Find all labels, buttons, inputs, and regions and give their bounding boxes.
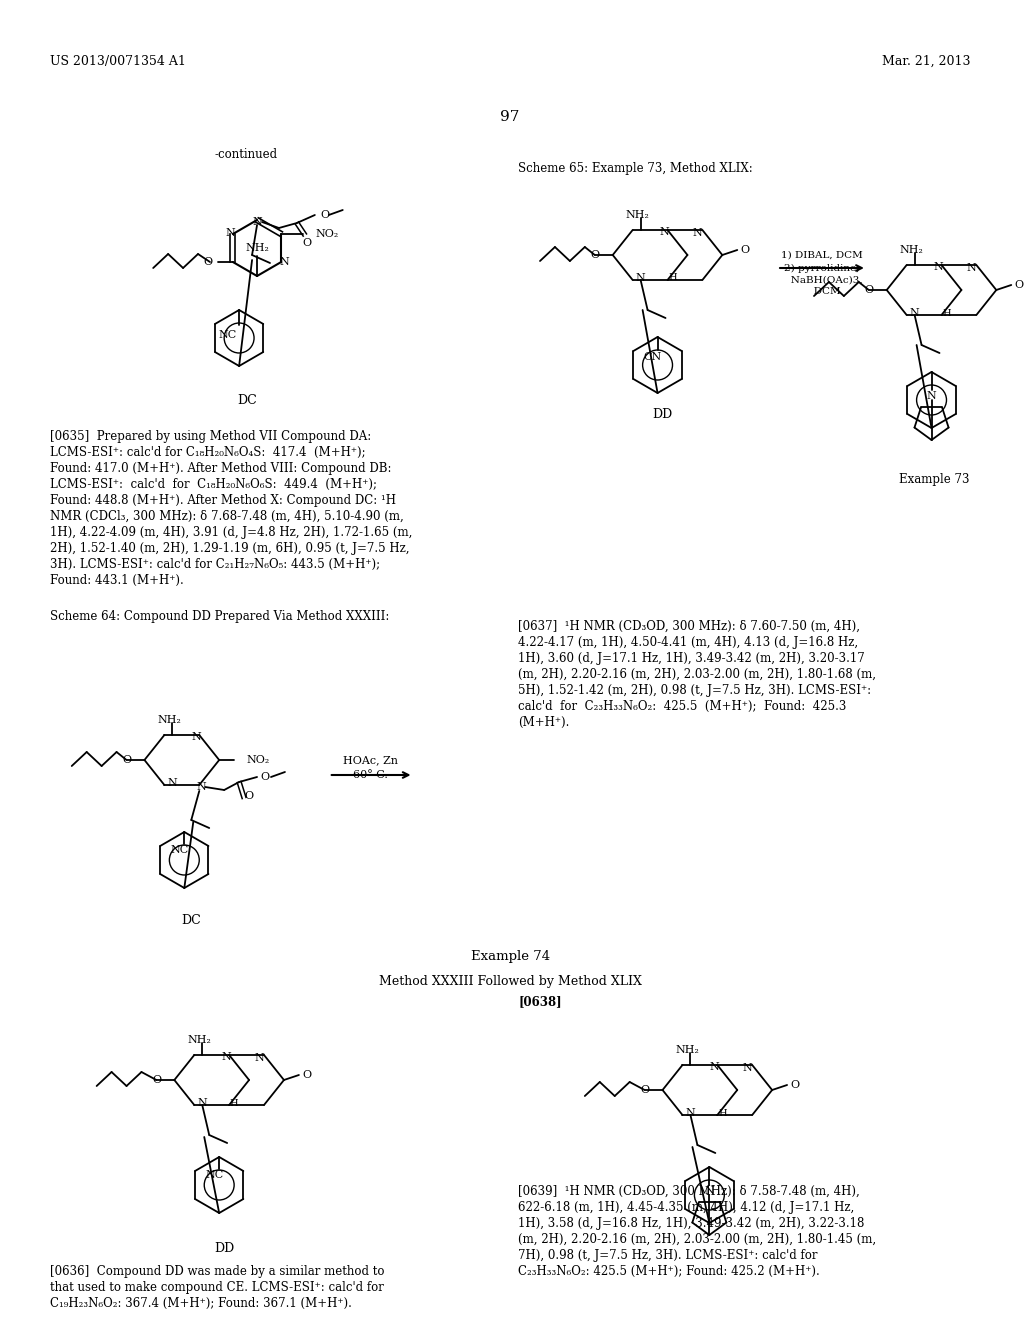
Text: [0635]  Prepared by using Method VII Compound DA:: [0635] Prepared by using Method VII Comp… [50, 430, 371, 444]
Text: H: H [718, 1109, 727, 1118]
Text: 1H), 4.22-4.09 (m, 4H), 3.91 (d, J=4.8 Hz, 2H), 1.72-1.65 (m,: 1H), 4.22-4.09 (m, 4H), 3.91 (d, J=4.8 H… [50, 525, 413, 539]
Text: N: N [934, 261, 943, 272]
Text: LCMS-ESI⁺: calc'd for C₁₈H₂₀N₆O₄S:  417.4  (M+H⁺);: LCMS-ESI⁺: calc'd for C₁₈H₂₀N₆O₄S: 417.4… [50, 446, 366, 459]
Text: H: H [669, 273, 677, 282]
Text: H: H [942, 309, 951, 318]
Text: [0639]  ¹H NMR (CD₃OD, 300 MHz): δ 7.58-7.48 (m, 4H),: [0639] ¹H NMR (CD₃OD, 300 MHz): δ 7.58-7… [518, 1185, 860, 1199]
Text: [0638]: [0638] [518, 995, 562, 1008]
Text: Example 73: Example 73 [899, 474, 970, 487]
Text: N: N [659, 227, 670, 238]
Text: N: N [909, 308, 920, 318]
Text: calc'd  for  C₂₃H₃₃N₆O₂:  425.5  (M+H⁺);  Found:  425.3: calc'd for C₂₃H₃₃N₆O₂: 425.5 (M+H⁺); Fou… [518, 700, 847, 713]
Text: CN: CN [643, 352, 662, 362]
Text: N: N [191, 733, 201, 742]
Text: 5H), 1.52-1.42 (m, 2H), 0.98 (t, J=7.5 Hz, 3H). LCMS-ESI⁺:: 5H), 1.52-1.42 (m, 2H), 0.98 (t, J=7.5 H… [518, 684, 871, 697]
Text: LCMS-ESI⁺:  calc'd  for  C₁₈H₂₀N₆O₆S:  449.4  (M+H⁺);: LCMS-ESI⁺: calc'd for C₁₈H₂₀N₆O₆S: 449.4… [50, 478, 377, 491]
Text: O: O [302, 1071, 311, 1080]
Text: [0637]  ¹H NMR (CD₃OD, 300 MHz): δ 7.60-7.50 (m, 4H),: [0637] ¹H NMR (CD₃OD, 300 MHz): δ 7.60-7… [518, 620, 860, 634]
Text: O: O [123, 755, 131, 766]
Text: N: N [705, 1185, 715, 1196]
Text: O: O [245, 791, 254, 801]
Text: O: O [791, 1080, 800, 1090]
Text: O: O [1015, 280, 1024, 290]
Text: O: O [321, 210, 330, 220]
Text: DCM: DCM [804, 288, 841, 297]
Text: Scheme 64: Compound DD Prepared Via Method XXXIII:: Scheme 64: Compound DD Prepared Via Meth… [50, 610, 389, 623]
Text: N: N [221, 1052, 231, 1063]
Text: 97: 97 [501, 110, 520, 124]
Text: N: N [254, 1053, 264, 1063]
Text: Mar. 21, 2013: Mar. 21, 2013 [882, 55, 971, 69]
Text: O: O [740, 246, 750, 255]
Text: N: N [225, 228, 234, 238]
Text: 1H), 3.60 (d, J=17.1 Hz, 1H), 3.49-3.42 (m, 2H), 3.20-3.17: 1H), 3.60 (d, J=17.1 Hz, 1H), 3.49-3.42 … [518, 652, 865, 665]
Text: N: N [252, 216, 262, 227]
Text: NO₂: NO₂ [315, 228, 338, 239]
Text: Example 74: Example 74 [471, 950, 550, 964]
Text: 3H). LCMS-ESI⁺: calc'd for C₂₁H₂₇N₆O₅: 443.5 (M+H⁺);: 3H). LCMS-ESI⁺: calc'd for C₂₁H₂₇N₆O₅: 4… [50, 558, 380, 572]
Text: O: O [640, 1085, 649, 1096]
Text: O: O [204, 257, 213, 267]
Text: NH₂: NH₂ [900, 246, 924, 255]
Text: NH₂: NH₂ [626, 210, 649, 220]
Text: 622-6.18 (m, 1H), 4.45-4.35 (m, 4H), 4.12 (d, J=17.1 Hz,: 622-6.18 (m, 1H), 4.45-4.35 (m, 4H), 4.1… [518, 1201, 854, 1214]
Text: NO₂: NO₂ [246, 755, 269, 766]
Text: O: O [864, 285, 873, 294]
Text: that used to make compound CE. LCMS-ESI⁺: calc'd for: that used to make compound CE. LCMS-ESI⁺… [50, 1280, 384, 1294]
Text: N: N [742, 1063, 752, 1073]
Text: N: N [168, 777, 177, 788]
Text: Found: 443.1 (M+H⁺).: Found: 443.1 (M+H⁺). [50, 574, 183, 587]
Text: Found: 448.8 (M+H⁺). After Method X: Compound DC: ¹H: Found: 448.8 (M+H⁺). After Method X: Com… [50, 494, 396, 507]
Text: DC: DC [181, 913, 201, 927]
Text: O: O [302, 238, 311, 248]
Text: (m, 2H), 2.20-2.16 (m, 2H), 2.03-2.00 (m, 2H), 1.80-1.45 (m,: (m, 2H), 2.20-2.16 (m, 2H), 2.03-2.00 (m… [518, 1233, 877, 1246]
Text: HOAc, Zn: HOAc, Zn [343, 755, 398, 766]
Text: DC: DC [238, 393, 257, 407]
Text: DD: DD [652, 408, 673, 421]
Text: NH₂: NH₂ [245, 243, 269, 253]
Text: NaBH(OAc)3,: NaBH(OAc)3, [781, 276, 863, 285]
Text: N: N [280, 257, 289, 267]
Text: C₂₃H₃₃N₆O₂: 425.5 (M+H⁺); Found: 425.2 (M+H⁺).: C₂₃H₃₃N₆O₂: 425.5 (M+H⁺); Found: 425.2 (… [518, 1265, 820, 1278]
Text: N: N [692, 228, 702, 238]
Text: 1H), 3.58 (d, J=16.8 Hz, 1H), 3.49-3.42 (m, 2H), 3.22-3.18: 1H), 3.58 (d, J=16.8 Hz, 1H), 3.49-3.42 … [518, 1217, 864, 1230]
Text: 1) DIBAL, DCM: 1) DIBAL, DCM [781, 251, 863, 260]
Text: (M+H⁺).: (M+H⁺). [518, 715, 569, 729]
Text: NH₂: NH₂ [676, 1045, 699, 1055]
Text: (m, 2H), 2.20-2.16 (m, 2H), 2.03-2.00 (m, 2H), 1.80-1.68 (m,: (m, 2H), 2.20-2.16 (m, 2H), 2.03-2.00 (m… [518, 668, 877, 681]
Text: NH₂: NH₂ [158, 715, 181, 725]
Text: Scheme 65: Example 73, Method XLIX:: Scheme 65: Example 73, Method XLIX: [518, 162, 753, 176]
Text: 4.22-4.17 (m, 1H), 4.50-4.41 (m, 4H), 4.13 (d, J=16.8 Hz,: 4.22-4.17 (m, 1H), 4.50-4.41 (m, 4H), 4.… [518, 636, 858, 649]
Text: [0636]  Compound DD was made by a similar method to: [0636] Compound DD was made by a similar… [50, 1265, 384, 1278]
Text: N: N [927, 391, 936, 401]
Text: O: O [591, 249, 600, 260]
Text: N: N [967, 263, 976, 273]
Text: 60° C.: 60° C. [353, 770, 388, 780]
Text: N: N [685, 1107, 695, 1118]
Text: 2) pyrrolidine,: 2) pyrrolidine, [784, 264, 860, 272]
Text: NC: NC [218, 330, 237, 341]
Text: O: O [260, 772, 269, 781]
Text: N: N [198, 1098, 207, 1107]
Text: NC: NC [170, 845, 188, 855]
Text: 7H), 0.98 (t, J=7.5 Hz, 3H). LCMS-ESI⁺: calc'd for: 7H), 0.98 (t, J=7.5 Hz, 3H). LCMS-ESI⁺: … [518, 1249, 817, 1262]
Text: NC: NC [205, 1170, 223, 1180]
Text: NH₂: NH₂ [187, 1035, 211, 1045]
Text: H: H [229, 1098, 239, 1107]
Text: NMR (CDCl₃, 300 MHz): δ 7.68-7.48 (m, 4H), 5.10-4.90 (m,: NMR (CDCl₃, 300 MHz): δ 7.68-7.48 (m, 4H… [50, 510, 403, 523]
Text: C₁₉H₂₃N₆O₂: 367.4 (M+H⁺); Found: 367.1 (M+H⁺).: C₁₉H₂₃N₆O₂: 367.4 (M+H⁺); Found: 367.1 (… [50, 1298, 351, 1309]
Text: Found: 417.0 (M+H⁺). After Method VIII: Compound DB:: Found: 417.0 (M+H⁺). After Method VIII: … [50, 462, 391, 475]
Text: N: N [197, 781, 206, 792]
Text: O: O [153, 1074, 162, 1085]
Text: N: N [636, 273, 645, 282]
Text: DD: DD [214, 1242, 234, 1254]
Text: 2H), 1.52-1.40 (m, 2H), 1.29-1.19 (m, 6H), 0.95 (t, J=7.5 Hz,: 2H), 1.52-1.40 (m, 2H), 1.29-1.19 (m, 6H… [50, 543, 410, 554]
Text: N: N [710, 1063, 719, 1072]
Text: Method XXXIII Followed by Method XLIX: Method XXXIII Followed by Method XLIX [379, 975, 642, 987]
Text: US 2013/0071354 A1: US 2013/0071354 A1 [50, 55, 185, 69]
Text: -continued: -continued [214, 148, 278, 161]
